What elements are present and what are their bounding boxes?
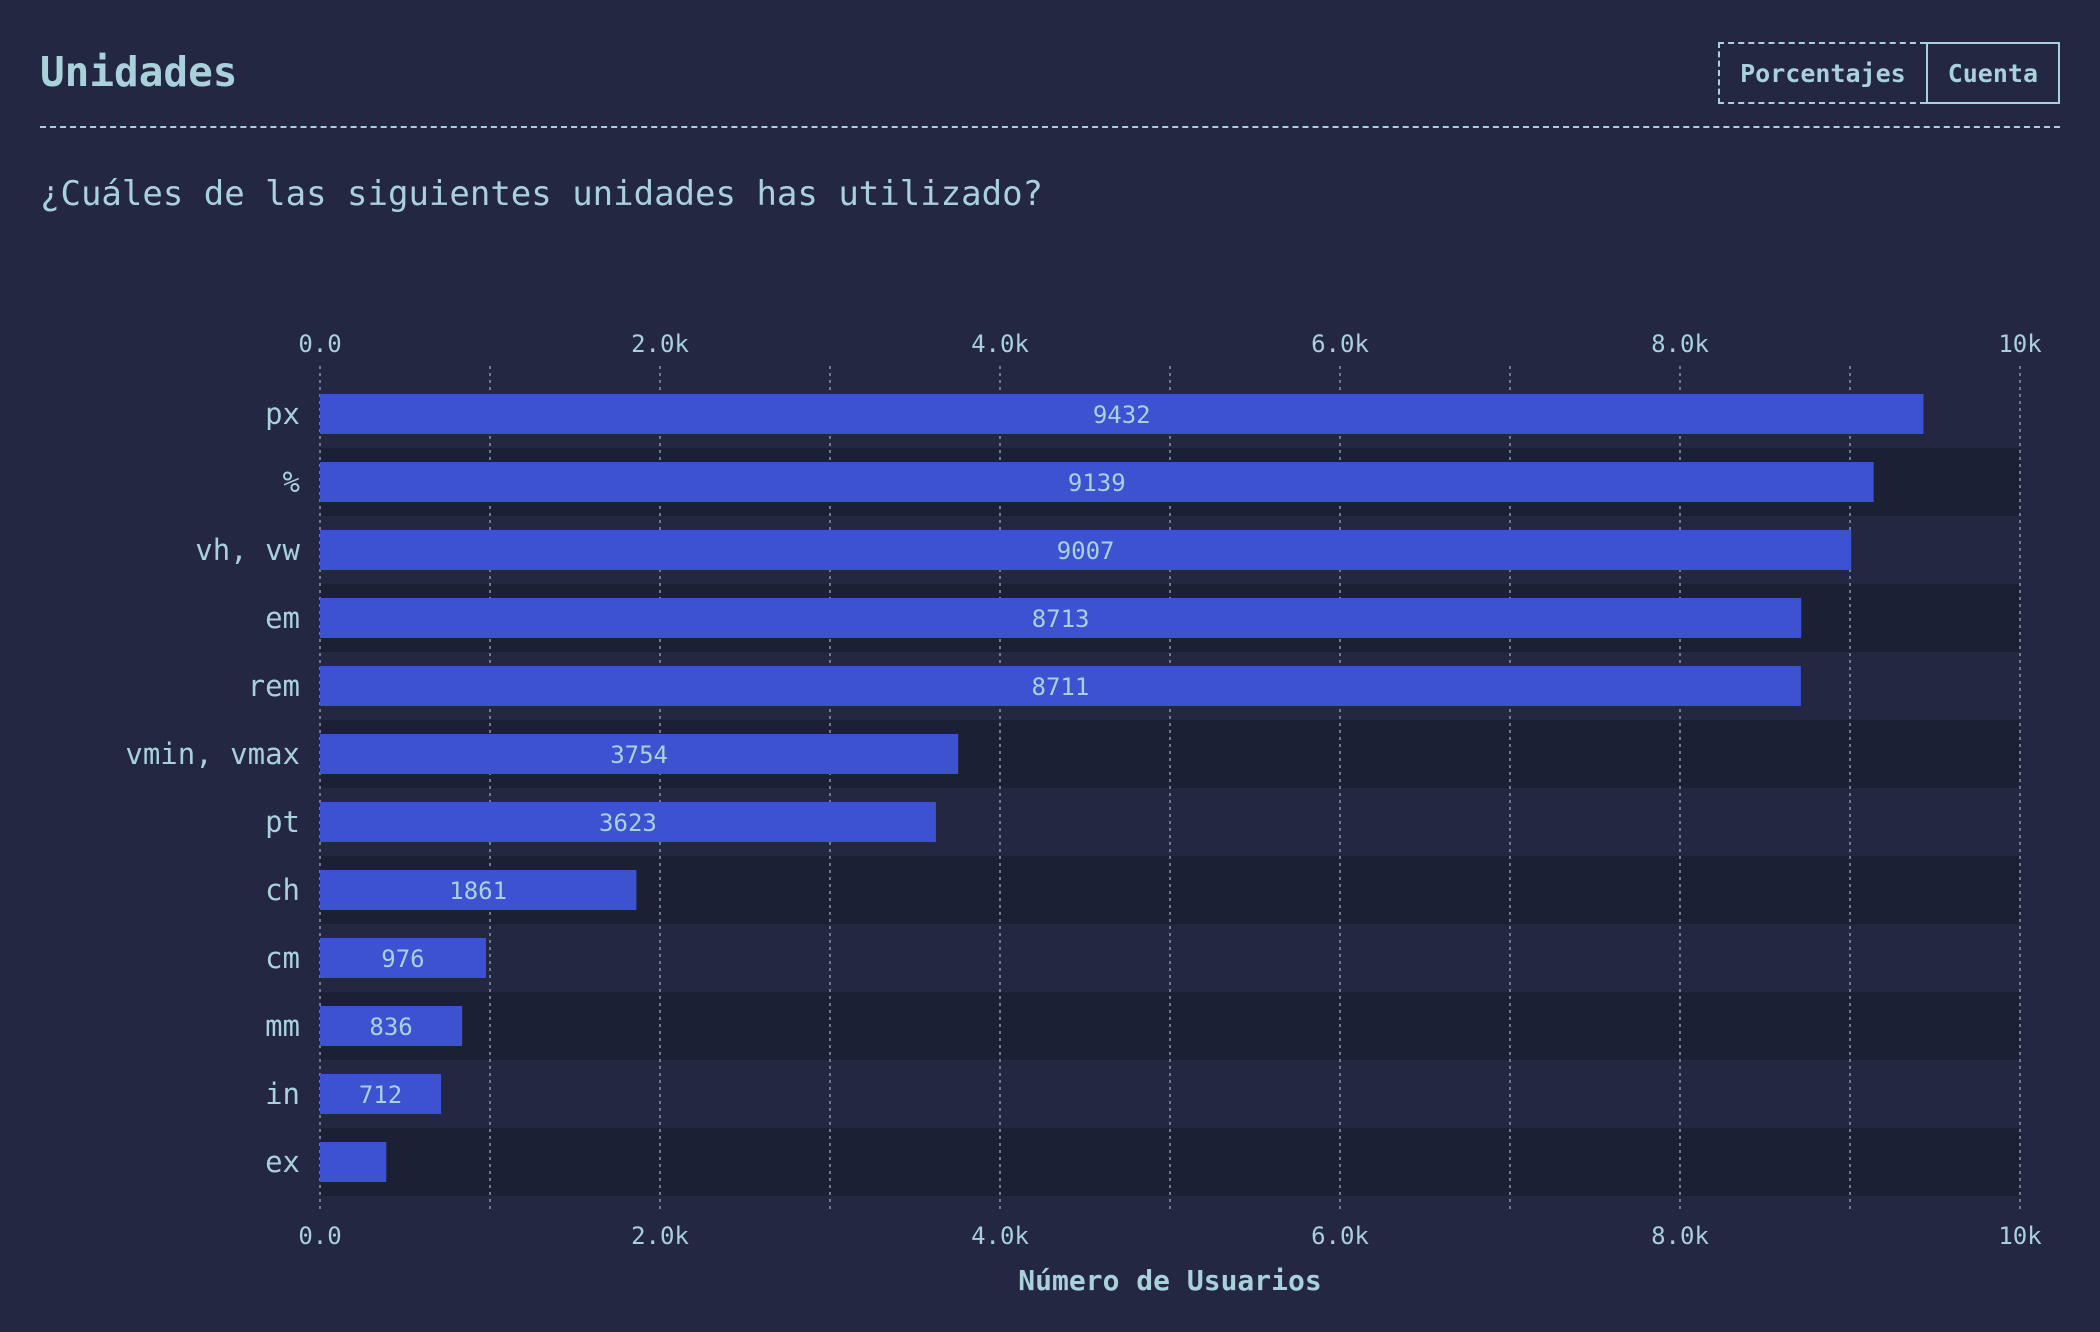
bar-value-label: 3754 [610,741,668,769]
category-label: ex [265,1145,300,1179]
bar [320,802,936,842]
x-tick-label-bottom: 2.0k [631,1222,689,1250]
bar-value-label: 9007 [1057,537,1115,565]
bar [320,462,1874,502]
bar-value-label: 976 [381,945,424,973]
bar-value-label: 8713 [1032,605,1090,633]
bar-value-label: 8711 [1032,673,1090,701]
category-label: rem [248,669,300,703]
bar [320,1006,463,1046]
bar-value-label: 1861 [449,877,507,905]
category-label: mm [265,1009,300,1043]
header: Unidades Porcentajes Cuenta [40,40,2060,128]
category-label: in [265,1077,300,1111]
bar-value-label: 712 [359,1081,402,1109]
x-tick-label-top: 4.0k [971,330,1029,358]
x-tick-label-top: 6.0k [1311,330,1369,358]
bar [320,1142,387,1182]
bar-chart: 0.0 0.0 2.0k 2.0k 4.0k 4.0k 6.0k 6.0k 8.0k 8.0k 10… [125,330,2042,1297]
row-band [320,1128,2020,1196]
category-label: vmin, vmax [125,737,300,771]
category-label: vh, vw [195,533,300,567]
bar [320,394,1924,434]
bar [320,870,637,910]
x-tick-label-bottom: 0.0 [298,1222,341,1250]
x-tick-label-top: 8.0k [1651,330,1709,358]
percentages-toggle-button[interactable]: Porcentajes [1718,42,1926,104]
bar [320,598,1802,638]
x-tick-label-top: 2.0k [631,330,689,358]
x-tick-label-bottom: 6.0k [1311,1222,1369,1250]
category-label: em [265,601,300,635]
bar [320,530,1852,570]
x-tick-label-bottom: 8.0k [1651,1222,1709,1250]
bar-value-label: 836 [369,1013,412,1041]
page-title: Unidades [40,48,238,96]
bar [320,938,486,978]
category-label: px [265,397,300,431]
count-toggle-button[interactable]: Cuenta [1925,42,2060,104]
bar-value-label: 9432 [1093,401,1151,429]
category-label: % [283,465,300,499]
bar-value-label: 3623 [599,809,657,837]
x-tick-label-bottom: 4.0k [971,1222,1029,1250]
category-label: pt [265,805,300,839]
bar [320,666,1801,706]
bar [320,1074,442,1114]
mode-toggle-group: Porcentajes Cuenta [1718,42,2060,104]
x-axis-title: Número de Usuarios [1018,1264,1321,1297]
x-tick-label-top: 10k [1998,330,2042,358]
x-tick-label-bottom: 10k [1998,1222,2042,1250]
bar [320,734,959,774]
question-text: ¿Cuáles de las siguientes unidades has u… [40,174,1044,214]
category-label: ch [265,873,300,907]
category-label: cm [265,941,300,975]
x-tick-label-top: 0.0 [298,330,341,358]
bar-value-label: 9139 [1068,469,1126,497]
